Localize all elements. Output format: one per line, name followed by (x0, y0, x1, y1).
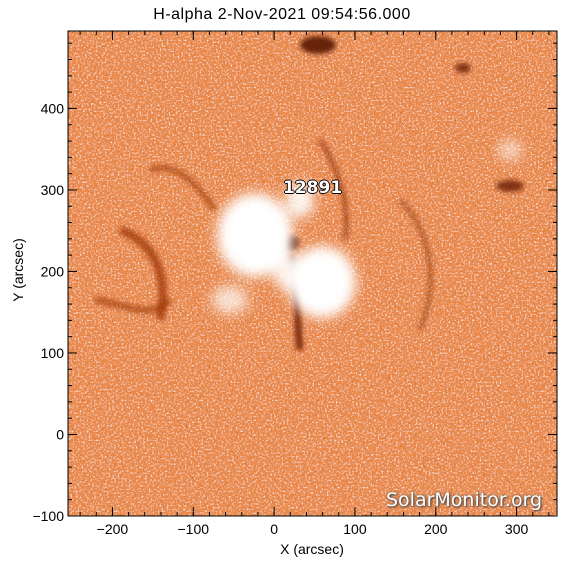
plage-bright-region (212, 140, 522, 318)
y-tick-label: −100 (32, 508, 64, 524)
active-region-label: 12891 (283, 178, 343, 198)
y-tick-label: 400 (41, 100, 65, 116)
y-tick-label: 0 (56, 426, 64, 442)
x-tick-label: −200 (97, 521, 129, 537)
x-tick-label: 200 (424, 521, 448, 537)
y-tick-label: 200 (41, 263, 65, 279)
image-title: H-alpha 2-Nov-2021 09:54:56.000 (153, 6, 411, 23)
plot-axes: −200 −100 0 100 200 300 −100 0 100 200 300 400 (32, 30, 558, 537)
x-axis-label: X (arcsec) (280, 541, 344, 557)
y-tick-label: 300 (41, 182, 65, 198)
x-tick-label: 300 (505, 521, 529, 537)
x-tick-label: 100 (343, 521, 367, 537)
x-tick-label: 0 (270, 521, 278, 537)
plot-frame (67, 30, 558, 517)
y-axis-label: Y (arcsec) (10, 238, 26, 302)
h-alpha-image (68, 31, 557, 516)
y-tick-label: 100 (41, 345, 65, 361)
x-tick-label: −100 (178, 521, 210, 537)
solarmonitor-watermark: SolarMonitor.org (386, 489, 543, 511)
